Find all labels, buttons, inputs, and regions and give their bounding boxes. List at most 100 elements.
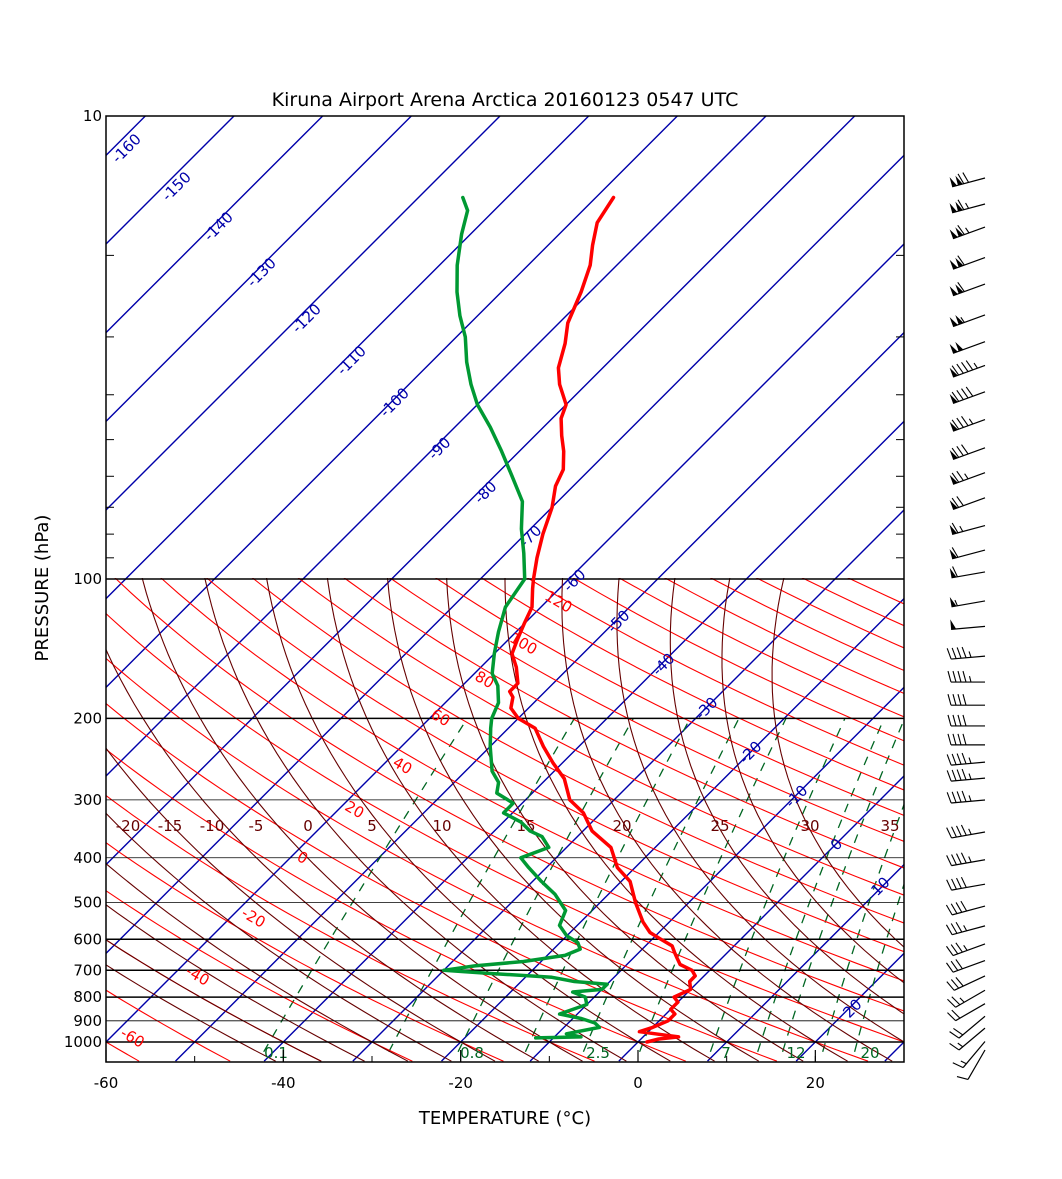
- moist-adiabat-label: -10: [200, 817, 225, 835]
- moist-adiabat-label: 20: [612, 817, 631, 835]
- isotherm-line: [106, 116, 856, 866]
- wind-barb-half-flag: [968, 773, 972, 780]
- isotherm-line: [106, 116, 501, 511]
- wind-barb-pennant: [949, 317, 958, 327]
- wind-barb-flag: [951, 878, 957, 890]
- dry-adiabat-line: [251, 578, 904, 924]
- wind-barb: [947, 714, 985, 727]
- isotherm-line: [106, 116, 147, 157]
- wind-barb-flag: [960, 852, 967, 864]
- wind-barb-flag: [946, 754, 952, 766]
- moist-adiabat-label: 30: [800, 817, 819, 835]
- moist-adiabat-line: [669, 578, 904, 1015]
- wind-barb-flag: [952, 566, 958, 578]
- pressure-tick-label: 900: [73, 1012, 102, 1030]
- wind-barb: [946, 852, 986, 867]
- isotherm-line: [884, 1041, 904, 1062]
- wind-barb-half-flag: [968, 828, 972, 835]
- isotherm-line: [707, 863, 904, 1062]
- wind-barb-flag: [956, 363, 964, 374]
- temperature-profile-line: [507, 195, 697, 1044]
- wind-barb: [947, 670, 985, 683]
- wind-barb: [949, 416, 986, 432]
- wind-barb-flag: [946, 770, 952, 782]
- wind-barb-flag: [951, 522, 959, 534]
- wind-barb: [949, 224, 986, 240]
- moist-adiabat-line: [106, 747, 496, 1062]
- wind-barb-shaft: [952, 283, 986, 297]
- wind-barb: [946, 646, 986, 660]
- wind-barb-flag: [947, 694, 952, 706]
- axes: -60 -40 -20 0 201010020030040050060070080090…: [64, 107, 905, 1092]
- isotherm-lines: [106, 116, 904, 1062]
- wind-barb: [949, 172, 986, 188]
- wind-barb-half-flag: [965, 202, 970, 209]
- dry-adiabat-line: [297, 578, 904, 896]
- mixing-ratio-line: [781, 718, 904, 1052]
- wind-barb: [949, 596, 986, 608]
- wind-barb-flag: [945, 924, 953, 935]
- mixing-ratio-line: [822, 802, 904, 1052]
- pressure-tick-label: 200: [73, 709, 102, 727]
- pressure-tick-label: 300: [73, 791, 102, 809]
- wind-barb-flag: [957, 255, 965, 266]
- wind-barb-pennant: [949, 394, 958, 404]
- wind-barb-flag: [949, 1043, 960, 1051]
- wind-barb-shaft: [951, 799, 986, 804]
- wind-barb-shaft: [967, 1049, 986, 1080]
- wind-barb-flag: [946, 879, 953, 891]
- wind-barb: [947, 733, 985, 746]
- wind-barb-pennant: [949, 343, 958, 354]
- wind-barb-shaft: [953, 975, 986, 991]
- pressure-tick-label: 400: [73, 849, 102, 867]
- x-tick-label: -40: [271, 1074, 296, 1092]
- isotherm-label: -160: [108, 130, 145, 167]
- wind-barb-pennant: [955, 257, 964, 268]
- isotherm-line: [106, 154, 904, 955]
- isotherm-label: -80: [470, 477, 500, 507]
- wind-barb-flag: [957, 670, 962, 683]
- wind-barb-flag: [962, 172, 970, 183]
- wind-barb-flag: [961, 752, 967, 765]
- background-lines: -160-150-140-130-120-110-100-90-80-70-60…: [106, 116, 904, 1062]
- x-tick-label: 0: [633, 1074, 643, 1092]
- wind-barb-pennant: [949, 596, 957, 607]
- dry-adiabat-line: [709, 578, 904, 672]
- wind-barb: [956, 1049, 986, 1080]
- pressure-tick-label: 10: [83, 107, 102, 125]
- mixing-ratio-line: [582, 718, 740, 1053]
- wind-barb-flag: [951, 447, 960, 458]
- wind-barb: [949, 255, 986, 270]
- wind-barb-flag: [945, 904, 953, 916]
- dry-adiabat-line: [526, 578, 904, 766]
- wind-barb-shaft: [952, 472, 986, 485]
- isotherm-line: [352, 509, 904, 1062]
- dry-adiabat-line: [106, 612, 904, 1043]
- wind-barb-flag: [947, 1012, 956, 1022]
- mixing-ratio-label: 0.8: [460, 1044, 484, 1062]
- wind-barb: [949, 386, 986, 404]
- wind-barb-half-flag: [954, 599, 958, 607]
- mixing-ratio-line: [638, 718, 787, 1053]
- wind-barb-flag: [960, 824, 967, 836]
- wind-barb-shaft: [962, 1041, 986, 1068]
- isotherm-label: 20: [839, 995, 865, 1021]
- wind-barb-half-flag: [965, 227, 970, 234]
- wind-barb-flag: [957, 281, 965, 292]
- wind-barb: [949, 341, 986, 354]
- moist-adiabat-label: 25: [710, 817, 729, 835]
- mixing-ratio-label: 12: [786, 1044, 805, 1062]
- wind-barb: [949, 547, 986, 560]
- wind-barb-shaft: [951, 655, 986, 660]
- dry-adiabat-line: [114, 578, 904, 1012]
- dry-adiabat-line: [389, 578, 904, 842]
- wind-barb-flag: [957, 733, 962, 745]
- moist-adiabat-label: 0: [303, 817, 313, 835]
- wind-barb-shaft: [951, 831, 986, 839]
- pressure-tick-label: 800: [73, 988, 102, 1006]
- wind-barb-flag: [957, 199, 965, 210]
- wind-barb-flag: [946, 792, 952, 804]
- wind-barb-flag: [950, 979, 960, 989]
- wind-barb-flag: [955, 902, 963, 913]
- wind-barb-flag: [962, 694, 967, 706]
